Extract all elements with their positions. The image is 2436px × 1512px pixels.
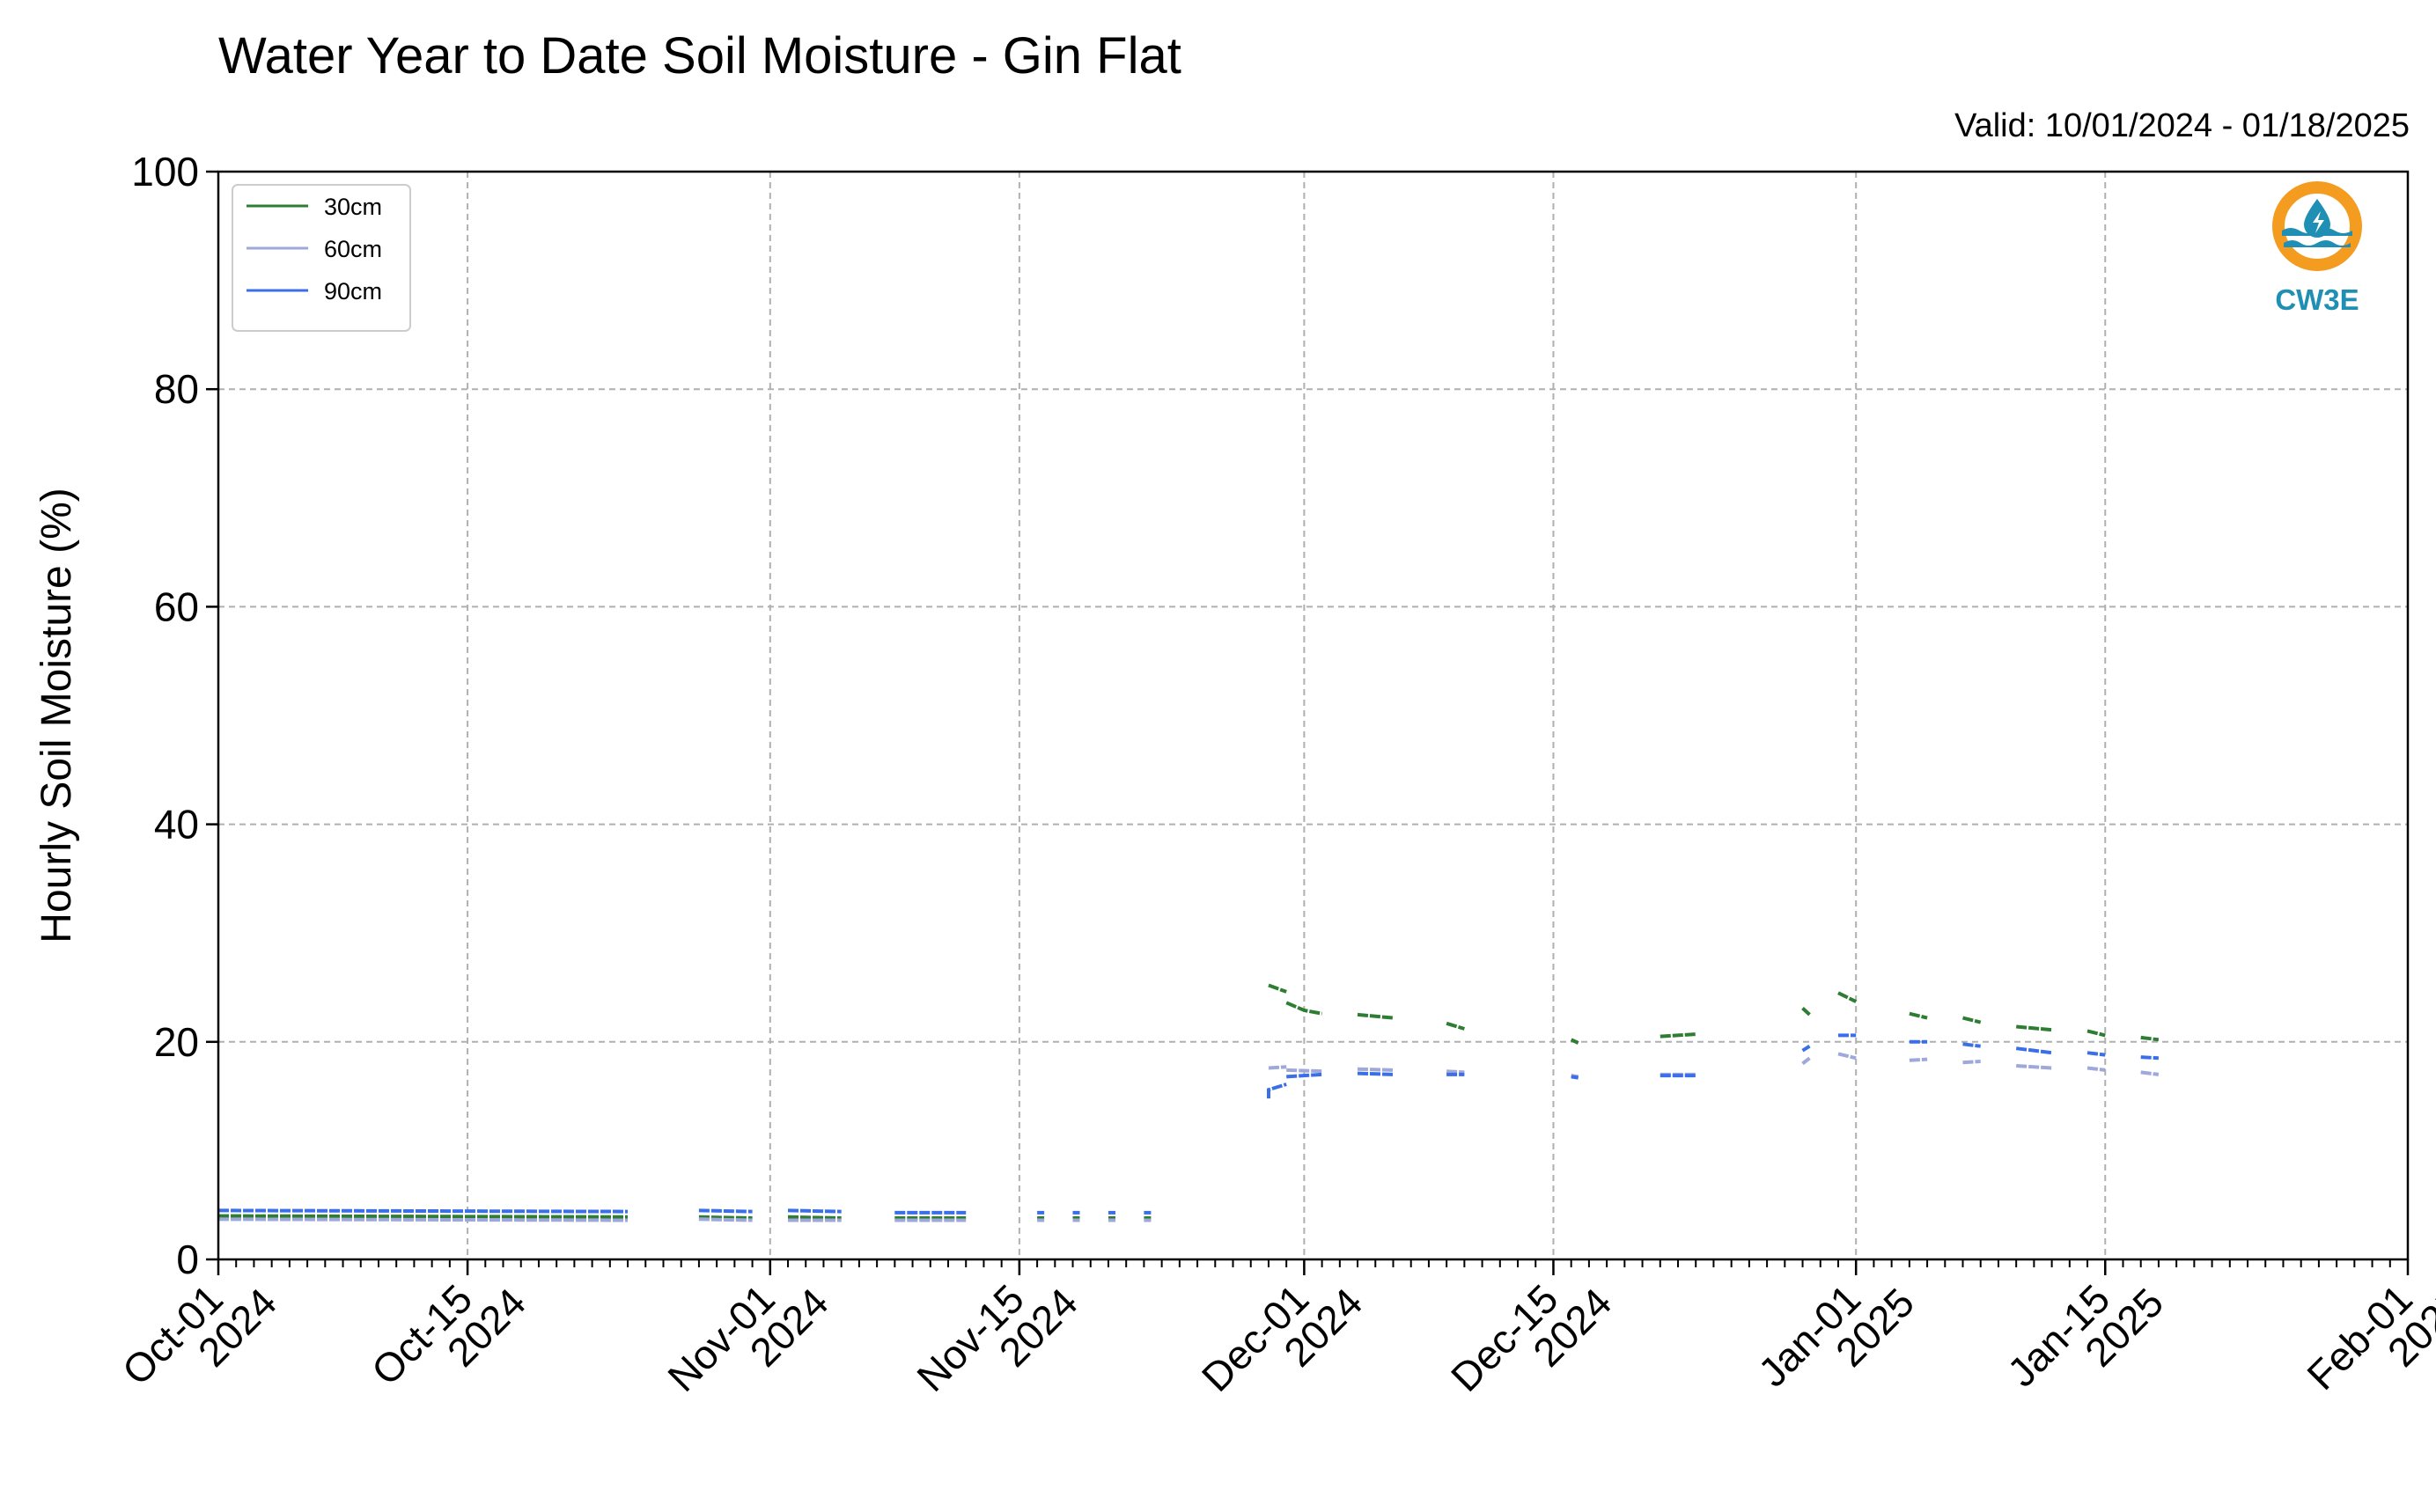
series-30cm-segment <box>1285 1001 1322 1016</box>
grid-lines <box>218 172 2408 1259</box>
series-90cm-segment <box>217 1208 629 1214</box>
series-60cm-segment <box>1962 1060 1981 1065</box>
series-30cm-segment <box>1801 1007 1811 1017</box>
chart-title: Water Year to Date Soil Moisture - Gin F… <box>218 27 1181 84</box>
x-tick-label: Nov-012024 <box>659 1251 836 1428</box>
legend-label-60cm: 60cm <box>324 236 382 262</box>
series-90cm-segment <box>698 1208 753 1214</box>
series-60cm <box>217 1052 2160 1222</box>
series-30cm-segment <box>1446 1021 1465 1031</box>
series-60cm-segment <box>1801 1056 1811 1066</box>
series-90cm-segment <box>1801 1045 1811 1053</box>
legend: 30cm 60cm 90cm <box>232 184 411 332</box>
x-tick-label: Feb-012025 <box>2298 1251 2436 1428</box>
x-tick-label: Nov-152024 <box>908 1251 1086 1428</box>
valid-date-range: Valid: 10/01/2024 - 01/18/2025 <box>1954 107 2410 144</box>
x-tick-label: Jan-152025 <box>1998 1251 2172 1424</box>
x-tick-label: Dec-012024 <box>1193 1251 1371 1428</box>
y-tick-label: 0 <box>176 1237 199 1282</box>
series-60cm-segment <box>1446 1069 1465 1075</box>
legend-label-90cm: 90cm <box>324 278 382 305</box>
y-axis-label: Hourly Soil Moisture (%) <box>33 488 80 943</box>
series-90cm-segment <box>1962 1042 1981 1048</box>
series-30cm-segment <box>1962 1016 1982 1024</box>
series-90cm-segment <box>2086 1051 2106 1057</box>
series-30cm-segment <box>1357 1012 1394 1020</box>
series-30cm-segment <box>1570 1038 1579 1045</box>
series-30cm-segment <box>1660 1032 1696 1039</box>
series-30cm-segment <box>2086 1029 2106 1038</box>
series-90cm-segment <box>2015 1046 2052 1055</box>
series-60cm-segment <box>698 1217 753 1222</box>
series-90cm-segment <box>1357 1071 1394 1076</box>
x-tick-label: Oct-012024 <box>114 1251 285 1422</box>
series-90cm-segment <box>787 1208 842 1214</box>
y-tick-label: 20 <box>154 1019 199 1065</box>
x-tick-label: Oct-152024 <box>363 1251 534 1422</box>
x-tick-label: Dec-152024 <box>1442 1251 1620 1428</box>
series-30cm-segment <box>787 1215 842 1220</box>
x-tick-label: Jan-012025 <box>1749 1251 1923 1424</box>
series-60cm-segment <box>2086 1066 2106 1072</box>
series-60cm-segment <box>2140 1070 2160 1076</box>
series-60cm-segment <box>1357 1067 1394 1072</box>
series-30cm-segment <box>2016 1024 2052 1032</box>
series-30cm <box>217 983 2160 1220</box>
series-30cm-segment <box>698 1215 753 1220</box>
series-60cm-segment <box>217 1217 629 1222</box>
series-60cm-segment <box>1909 1057 1928 1062</box>
y-tick-label: 80 <box>154 366 199 412</box>
series-90cm-segment <box>1267 1083 1287 1099</box>
legend-box <box>232 184 411 332</box>
series-30cm-segment <box>217 1214 629 1219</box>
series-60cm-segment <box>1837 1052 1857 1061</box>
series-60cm-segment <box>1268 1065 1287 1070</box>
series-30cm-segment <box>1837 991 1858 1003</box>
series-90cm-segment <box>1286 1072 1322 1079</box>
y-tick-label: 40 <box>154 802 199 848</box>
series-90cm-segment <box>1571 1075 1579 1080</box>
y-tick-label: 100 <box>131 149 199 195</box>
series-60cm-segment <box>1286 1068 1322 1074</box>
logo-text: CW3E <box>2275 283 2359 316</box>
axes: 0 20 40 60 80 100 Oct-012024 Oct-152024 Nov-0120… <box>114 149 2436 1428</box>
plot-frame <box>217 170 2410 1261</box>
series-90cm <box>217 1033 2160 1215</box>
series-lines <box>217 983 2160 1222</box>
series-90cm-segment <box>2140 1055 2160 1061</box>
legend-label-30cm: 30cm <box>324 194 382 220</box>
series-30cm-segment <box>1268 983 1287 994</box>
cw3e-logo: CW3E <box>2272 181 2362 316</box>
series-30cm-segment <box>1909 1011 1928 1020</box>
cw3e-water-drop-logo-icon <box>2272 181 2362 271</box>
y-tick-label: 60 <box>154 584 199 629</box>
series-30cm-segment <box>2140 1035 2160 1042</box>
series-60cm-segment <box>2016 1064 2052 1070</box>
